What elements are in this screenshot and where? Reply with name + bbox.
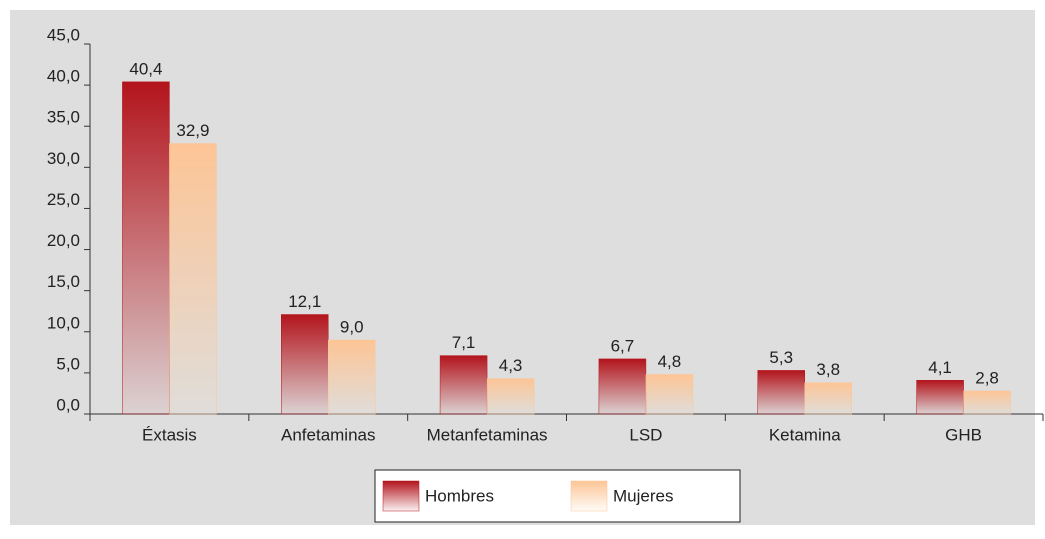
bar [439, 355, 488, 415]
data-label: 4,1 [928, 358, 952, 377]
legend-swatch [382, 480, 420, 512]
y-tick-label: 35,0 [47, 108, 80, 127]
y-tick-label: 45,0 [47, 25, 80, 44]
x-tick-label: Anfetaminas [281, 425, 376, 444]
x-tick-label: Ketamina [769, 425, 841, 444]
bar [328, 339, 376, 415]
bar [281, 314, 329, 415]
bar [963, 390, 1011, 415]
x-tick-label: Metanfetaminas [427, 425, 548, 444]
x-tick-label: Éxtasis [142, 425, 197, 444]
legend-label: Mujeres [613, 486, 673, 505]
legend-swatch [570, 480, 608, 512]
data-label: 7,1 [452, 333, 476, 352]
data-label: 3,8 [816, 360, 840, 379]
data-label: 4,8 [658, 352, 682, 371]
data-label: 9,0 [340, 317, 364, 336]
data-label: 4,3 [499, 356, 523, 375]
bar [916, 380, 964, 415]
x-tick-label: LSD [629, 425, 662, 444]
data-label: 6,7 [611, 336, 635, 355]
bar [486, 378, 535, 415]
y-tick-label: 20,0 [47, 231, 80, 250]
y-tick-label: 25,0 [47, 190, 80, 209]
data-label: 12,1 [288, 292, 321, 311]
bar [757, 370, 805, 415]
bar [598, 358, 647, 415]
y-tick-label: 5,0 [56, 354, 80, 373]
y-tick-label: 30,0 [47, 149, 80, 168]
data-label: 2,8 [975, 368, 999, 387]
bar [645, 374, 694, 415]
y-tick-label: 10,0 [47, 313, 80, 332]
data-label: 32,9 [176, 121, 209, 140]
y-tick-label: 15,0 [47, 272, 80, 291]
bar [804, 382, 852, 415]
legend-label: Hombres [425, 486, 494, 505]
y-tick-label: 0,0 [56, 395, 80, 414]
x-tick-label: GHB [945, 425, 982, 444]
bar [122, 81, 170, 415]
data-label: 5,3 [769, 348, 793, 367]
data-label: 40,4 [129, 59, 162, 78]
legend [374, 469, 741, 523]
bar [169, 143, 217, 415]
y-tick-label: 40,0 [47, 67, 80, 86]
